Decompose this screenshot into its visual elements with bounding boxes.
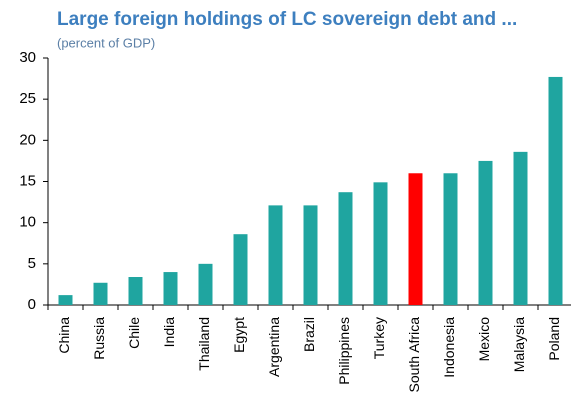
bar (338, 192, 353, 305)
chart-subtitle: (percent of GDP) (57, 35, 155, 50)
x-tick-label: Chile (126, 317, 142, 349)
bar (548, 76, 563, 305)
x-tick-label: Egypt (231, 317, 247, 353)
y-tick-label: 20 (19, 131, 36, 148)
bar (93, 282, 108, 305)
y-tick-label: 25 (19, 90, 36, 107)
y-tick-label: 0 (28, 296, 36, 313)
x-tick-label: Brazil (301, 317, 317, 352)
x-tick-label: Russia (91, 317, 107, 360)
x-tick-label: Malaysia (511, 317, 527, 372)
bar (163, 272, 178, 305)
bar (198, 263, 213, 305)
bar (373, 182, 388, 305)
x-tick-label: South Africa (406, 317, 422, 393)
bar (58, 295, 73, 305)
chart-title: Large foreign holdings of LC sovereign d… (57, 9, 517, 30)
x-tick-label: Argentina (266, 317, 282, 377)
y-tick-label: 15 (19, 172, 36, 189)
x-tick-label: Thailand (196, 317, 212, 371)
bar (513, 151, 528, 305)
bar (268, 205, 283, 305)
y-tick-label: 30 (19, 49, 36, 66)
y-tick-label: 10 (19, 214, 36, 231)
x-tick-label: Poland (546, 317, 562, 361)
bar (443, 173, 458, 305)
bar (408, 173, 423, 305)
bar (303, 205, 318, 305)
y-tick-label: 5 (28, 255, 36, 272)
x-tick-label: Indonesia (441, 317, 457, 378)
bar (233, 234, 248, 305)
x-tick-label: India (161, 317, 177, 348)
x-tick-label: Mexico (476, 317, 492, 362)
bar (478, 160, 493, 305)
bar (128, 277, 143, 305)
x-tick-label: Philippines (336, 317, 352, 385)
x-tick-label: Turkey (371, 317, 387, 359)
x-tick-label: China (56, 317, 72, 354)
